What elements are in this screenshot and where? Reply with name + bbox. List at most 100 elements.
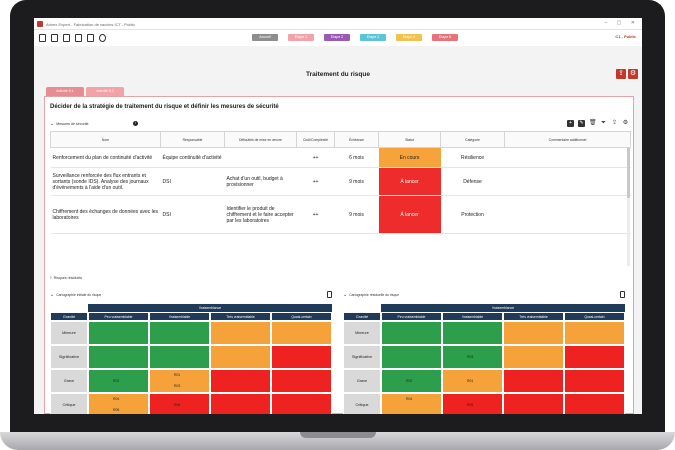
col-header-name[interactable]: Nom bbox=[50, 131, 161, 148]
nav-tab-step-3[interactable]: Etape 3 bbox=[360, 34, 386, 41]
heatmap-cell[interactable] bbox=[88, 345, 149, 369]
col-header-deadline[interactable]: Échéance bbox=[334, 131, 379, 148]
col-header-difficulty[interactable]: Difficultés de mise en œuvre bbox=[224, 131, 297, 148]
download-icon[interactable] bbox=[87, 34, 94, 42]
heatmap-cell[interactable] bbox=[271, 393, 332, 414]
heatmap-cell[interactable] bbox=[564, 369, 625, 393]
document-icon[interactable] bbox=[327, 291, 332, 298]
edit-icon[interactable]: ✎ bbox=[578, 120, 585, 127]
nav-tab-step-5[interactable]: Etape 5 bbox=[432, 34, 458, 41]
heatmap-cell[interactable] bbox=[381, 321, 442, 345]
cell-owner: Équipe continuité d'activité bbox=[160, 147, 225, 168]
open-file-icon[interactable] bbox=[51, 34, 58, 42]
heatmap-cell[interactable] bbox=[503, 345, 564, 369]
heatmap-cell[interactable]: R05 bbox=[442, 393, 503, 414]
heatmap-cell[interactable] bbox=[149, 345, 210, 369]
heatmap-cell[interactable]: R02 bbox=[381, 369, 442, 393]
heatmap-row: Grave R02 R01 bbox=[343, 369, 625, 393]
heatmap-cell[interactable] bbox=[149, 321, 210, 345]
col-header-cost[interactable]: Coût/Complexité bbox=[296, 131, 335, 148]
table-row[interactable]: Renforcement du plan de continuité d'act… bbox=[50, 147, 631, 168]
risk-tag[interactable]: R03 bbox=[467, 355, 474, 359]
likelihood-header: Vraisemblance bbox=[381, 304, 625, 312]
col-header-category[interactable]: Catégorie bbox=[440, 131, 505, 148]
heatmap-column-headers: Gravité Peu vraisemblable Vraisemblable … bbox=[343, 312, 625, 321]
nav-tab-step-1[interactable]: Etape 1 bbox=[288, 34, 314, 41]
heatmap-cell[interactable] bbox=[503, 369, 564, 393]
heatmap-cell[interactable] bbox=[503, 321, 564, 345]
filter-icon[interactable]: ⏷ bbox=[601, 120, 606, 126]
heatmap-cell[interactable]: R04 R05 bbox=[88, 393, 149, 414]
heatmap-cell[interactable] bbox=[564, 321, 625, 345]
scrollbar-thumb[interactable] bbox=[627, 148, 630, 198]
severity-header: Gravité bbox=[343, 312, 381, 321]
settings-gear-icon[interactable] bbox=[99, 34, 106, 42]
heatmap-cell[interactable] bbox=[442, 321, 503, 345]
measures-section-label: Mesures de sécurité bbox=[56, 122, 89, 126]
risk-tag[interactable]: R05 bbox=[113, 408, 120, 412]
measures-section-header[interactable]: ⌄ Mesures de sécurité bbox=[50, 121, 89, 127]
heatmap-residual-title: Cartographie résiduelle du risque bbox=[349, 293, 400, 297]
table-scrollbar[interactable] bbox=[627, 148, 630, 266]
heatmap-cell[interactable] bbox=[503, 393, 564, 414]
info-icon[interactable]: i bbox=[133, 121, 138, 126]
nav-tab-home[interactable]: Accueil bbox=[252, 34, 278, 41]
col-header-status[interactable]: Statut bbox=[378, 131, 441, 148]
risk-tag[interactable]: R05 bbox=[467, 403, 474, 407]
heatmap-cell[interactable]: R01 bbox=[442, 369, 503, 393]
risk-tag[interactable]: R02 bbox=[113, 379, 120, 383]
risk-tag[interactable]: R04 bbox=[113, 397, 120, 401]
export-icon[interactable]: ⇪ bbox=[611, 120, 618, 126]
risk-tag[interactable]: R06 bbox=[174, 403, 181, 407]
heatmap-initial-header[interactable]: ⌄ Cartographie initiale du risque bbox=[50, 292, 101, 298]
heatmap-cell[interactable] bbox=[210, 393, 271, 414]
table-row[interactable]: Chiffrement des échanges de données avec… bbox=[50, 195, 631, 234]
col-header-comment[interactable]: Commentaire additionnel bbox=[504, 131, 631, 148]
heatmap-cell[interactable]: R06 bbox=[149, 393, 210, 414]
heatmap-cell[interactable]: R04 bbox=[381, 393, 442, 414]
add-icon[interactable]: + bbox=[567, 120, 574, 127]
risk-tag[interactable]: R01 bbox=[174, 373, 181, 377]
risk-tag[interactable]: R01 bbox=[467, 379, 474, 383]
heatmap-cell[interactable] bbox=[564, 393, 625, 414]
page-title: Traitement du risque bbox=[306, 71, 370, 78]
risk-tag[interactable]: R04 bbox=[406, 397, 413, 401]
archive-icon[interactable] bbox=[75, 34, 82, 42]
cell-deadline: 9 mois bbox=[334, 195, 379, 234]
risk-tag[interactable]: R02 bbox=[406, 379, 413, 383]
col-header-owner[interactable]: Responsable bbox=[160, 131, 225, 148]
new-file-icon[interactable] bbox=[39, 34, 46, 42]
heatmap-cell[interactable]: R02 bbox=[88, 369, 149, 393]
heatmap-cell[interactable]: R03 bbox=[442, 345, 503, 369]
document-icon[interactable] bbox=[620, 291, 625, 298]
window-controls[interactable]: – ▢ ✕ bbox=[604, 20, 639, 26]
save-icon[interactable] bbox=[63, 34, 70, 42]
heatmap-cell[interactable] bbox=[210, 345, 271, 369]
heatmap-cell[interactable] bbox=[564, 345, 625, 369]
heatmap-cell[interactable] bbox=[210, 321, 271, 345]
heatmap-cell[interactable]: R01 R03 bbox=[149, 369, 210, 393]
col-label: Quasi-certain bbox=[271, 312, 332, 321]
heatmap-cell[interactable] bbox=[210, 369, 271, 393]
heatmap-cell[interactable] bbox=[271, 369, 332, 393]
heatmap-cell[interactable] bbox=[381, 345, 442, 369]
heatmap-cell[interactable] bbox=[271, 321, 332, 345]
risk-tag[interactable]: R03 bbox=[174, 384, 181, 388]
nav-tab-step-2[interactable]: Etape 2 bbox=[324, 34, 350, 41]
laptop-base bbox=[0, 432, 675, 450]
tab-activity-5-2[interactable]: Activité 5.2 bbox=[86, 87, 124, 96]
tab-activity-5-1[interactable]: Activité 5.1 bbox=[46, 87, 84, 96]
settings-button[interactable]: ⚙ bbox=[628, 69, 638, 79]
residual-section-header[interactable]: › Risques résiduels bbox=[50, 275, 82, 281]
cell-name: Surveillance renforcée des flux entrants… bbox=[50, 167, 161, 196]
table-row[interactable]: Surveillance renforcée des flux entrants… bbox=[50, 167, 631, 196]
nav-tab-step-4[interactable]: Etape 4 bbox=[396, 34, 422, 41]
heatmap-cell[interactable] bbox=[88, 321, 149, 345]
heatmap-residual-header[interactable]: ⌄ Cartographie résiduelle du risque bbox=[343, 292, 399, 298]
trash-icon[interactable]: 🗑 bbox=[589, 120, 597, 126]
heatmap-cell[interactable] bbox=[271, 345, 332, 369]
cell-deadline: 9 mois bbox=[334, 167, 379, 196]
gear-icon[interactable]: ⚙ bbox=[622, 120, 629, 126]
cell-status: En cours bbox=[378, 147, 441, 168]
export-button[interactable]: ⇪ bbox=[616, 69, 626, 79]
